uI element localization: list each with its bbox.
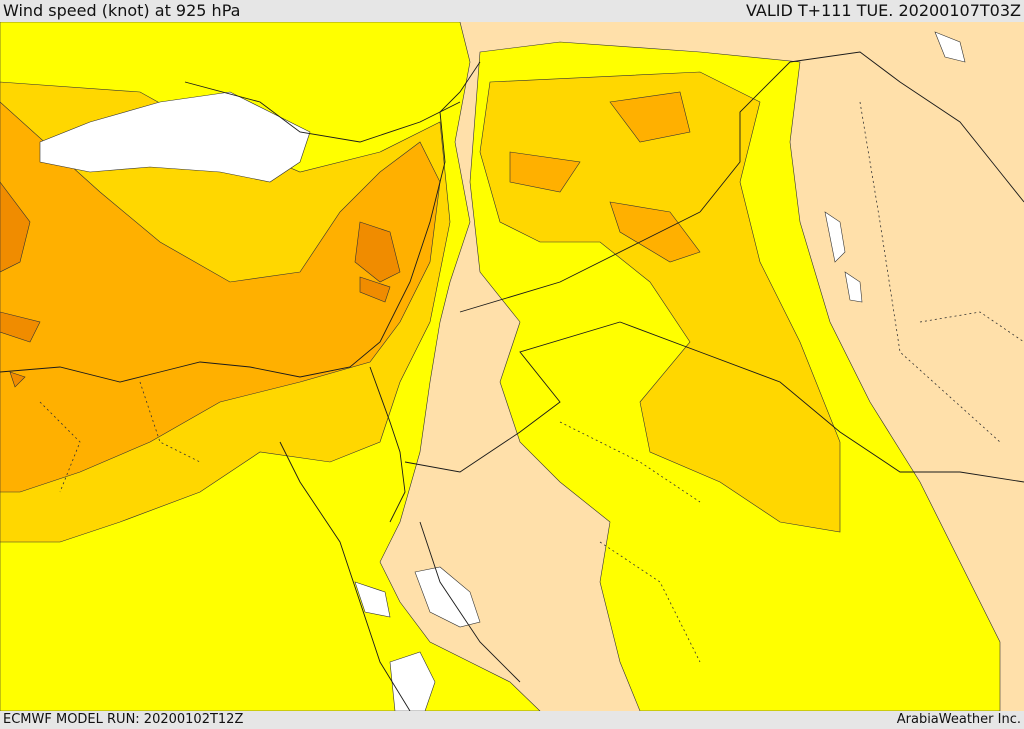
wind-field-strong — [0, 101, 441, 493]
calm-area-north — [934, 31, 966, 63]
calm-area-aegean — [39, 91, 311, 183]
political-borders — [0, 51, 1024, 711]
map-footer: ECMWF MODEL RUN: 20200102T12Z ArabiaWeat… — [0, 711, 1024, 729]
map-header: Wind speed (knot) at 925 hPa VALID T+111… — [0, 0, 1024, 22]
valid-time: VALID T+111 TUE. 20200107T03Z — [745, 1, 1021, 20]
calm-area-persian-gulf — [824, 211, 863, 303]
model-run: ECMWF MODEL RUN: 20200102T12Z — [3, 712, 244, 727]
wind-field-gale — [0, 181, 401, 388]
internal-borders — [39, 101, 1024, 663]
wind-field-fresh-east — [479, 71, 841, 533]
calm-area-red-sea — [354, 566, 481, 711]
wind-speed-map[interactable] — [0, 22, 1024, 711]
map-title: Wind speed (knot) at 925 hPa — [3, 1, 241, 20]
wind-field-strong-east — [509, 91, 701, 263]
credit: ArabiaWeather Inc. — [896, 712, 1021, 727]
